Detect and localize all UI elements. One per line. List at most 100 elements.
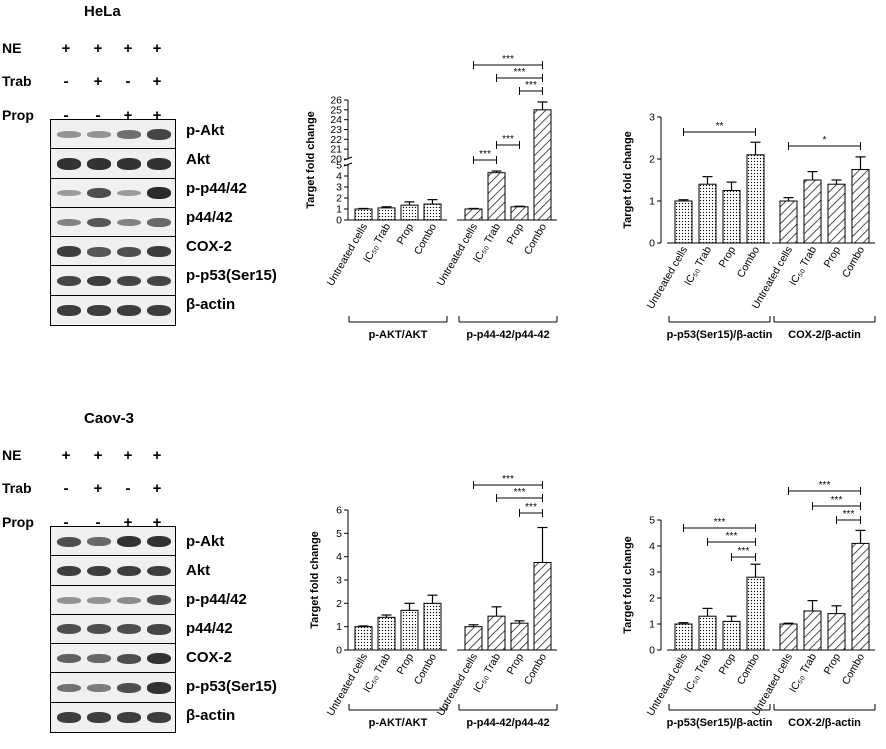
protein-label: p44/42 [186,209,233,226]
protein-label: β-actin [186,707,236,724]
y-tick-label: 2 [649,593,655,605]
bar [377,207,396,221]
category-label: Prop [505,651,527,676]
blot-band [117,158,141,170]
treatment-sign: - [95,514,101,531]
treatment-sign: + [61,40,71,57]
bar [487,615,506,651]
bar [487,172,506,221]
treatment-sign: + [61,447,71,464]
significance-label: *** [726,531,738,542]
treatment-sign: - [63,514,69,531]
bar [827,183,846,244]
blot-band [147,536,171,548]
y-tick-label: 2 [336,598,342,610]
blot-row [51,295,175,324]
blot-row [51,644,175,674]
category-label: Prop [822,651,844,676]
blot-band [87,565,111,577]
treatment-sign: - [63,480,69,497]
blot-band [147,129,171,140]
group-label: p-p44-42/p44-42 [466,329,549,341]
blot-band [57,246,81,258]
treatment-sign: - [125,73,131,90]
blot-band [87,304,111,316]
significance-label: * [823,135,827,146]
significance-label: *** [525,80,537,91]
bar [510,622,529,651]
treatment-sign: + [152,73,162,90]
group-label: p-p44-42/p44-42 [466,717,549,729]
y-axis-label: Target fold change [305,111,317,209]
blot-band [117,596,141,604]
treatment-sign: - [95,107,101,124]
y-tick-label: 24 [330,114,342,126]
y-tick-label: 23 [330,124,342,136]
bar [377,616,396,651]
blot-band [57,654,81,664]
blot-band [57,131,81,139]
blot-row [51,702,175,731]
blot-band [87,246,111,257]
bar [827,613,846,651]
blot-band [57,565,81,577]
significance-label: *** [514,487,526,498]
blot-row [51,585,175,615]
bar [698,615,717,651]
blot-band [147,246,171,258]
y-tick-label: 1 [336,204,342,216]
bar [423,602,442,651]
bar [851,169,870,244]
blot-row [51,556,175,586]
treatment-sign: + [93,447,103,464]
treatment-label: Prop [2,514,34,530]
blot-band [147,595,171,606]
blot-band [117,190,141,197]
y-tick-label: 2 [649,154,655,166]
significance-label: ** [716,121,724,132]
y-tick-label: 26 [330,95,342,107]
blot-band [57,683,81,693]
y-tick-label: 3 [336,182,342,194]
significance-label: *** [831,495,843,506]
bar [533,109,552,221]
blot-band [87,654,111,664]
blot-band [87,537,111,547]
treatment-sign: + [93,40,103,57]
bar [779,200,798,244]
western-blot-image [50,119,176,326]
blot-band [117,246,141,257]
y-tick-label: 6 [336,505,342,517]
blot-band [57,218,81,227]
treatment-sign: - [63,107,69,124]
blot-band [147,682,171,694]
blot-band [57,536,81,547]
y-tick-label: 0 [649,645,655,657]
treatment-sign: + [123,447,133,464]
blot-row [51,178,175,208]
protein-label: p-p44/42 [186,591,247,608]
blot-row [51,527,175,557]
y-tick-label: 1 [336,621,342,633]
blot-band [87,217,111,228]
treatment-sign: + [152,514,162,531]
significance-label: *** [502,134,514,145]
treatment-sign: + [93,73,103,90]
y-tick-label: 1 [649,196,655,208]
protein-label: p-p53(Ser15) [186,267,277,284]
y-axis-label: Target fold change [309,531,321,629]
protein-label: p-p44/42 [186,180,247,197]
bar [674,623,693,651]
blot-band [87,684,111,693]
bar [746,576,765,651]
bar [423,203,442,221]
y-tick-label: 5 [336,528,342,540]
category-label: Combo [522,651,549,686]
protein-label: Akt [186,562,211,579]
blot-band [57,711,81,723]
y-tick-label: 4 [336,551,342,563]
blot-band [57,624,81,635]
y-tick-label: 3 [649,112,655,124]
protein-label: p-Akt [186,533,225,550]
bar [533,562,552,651]
